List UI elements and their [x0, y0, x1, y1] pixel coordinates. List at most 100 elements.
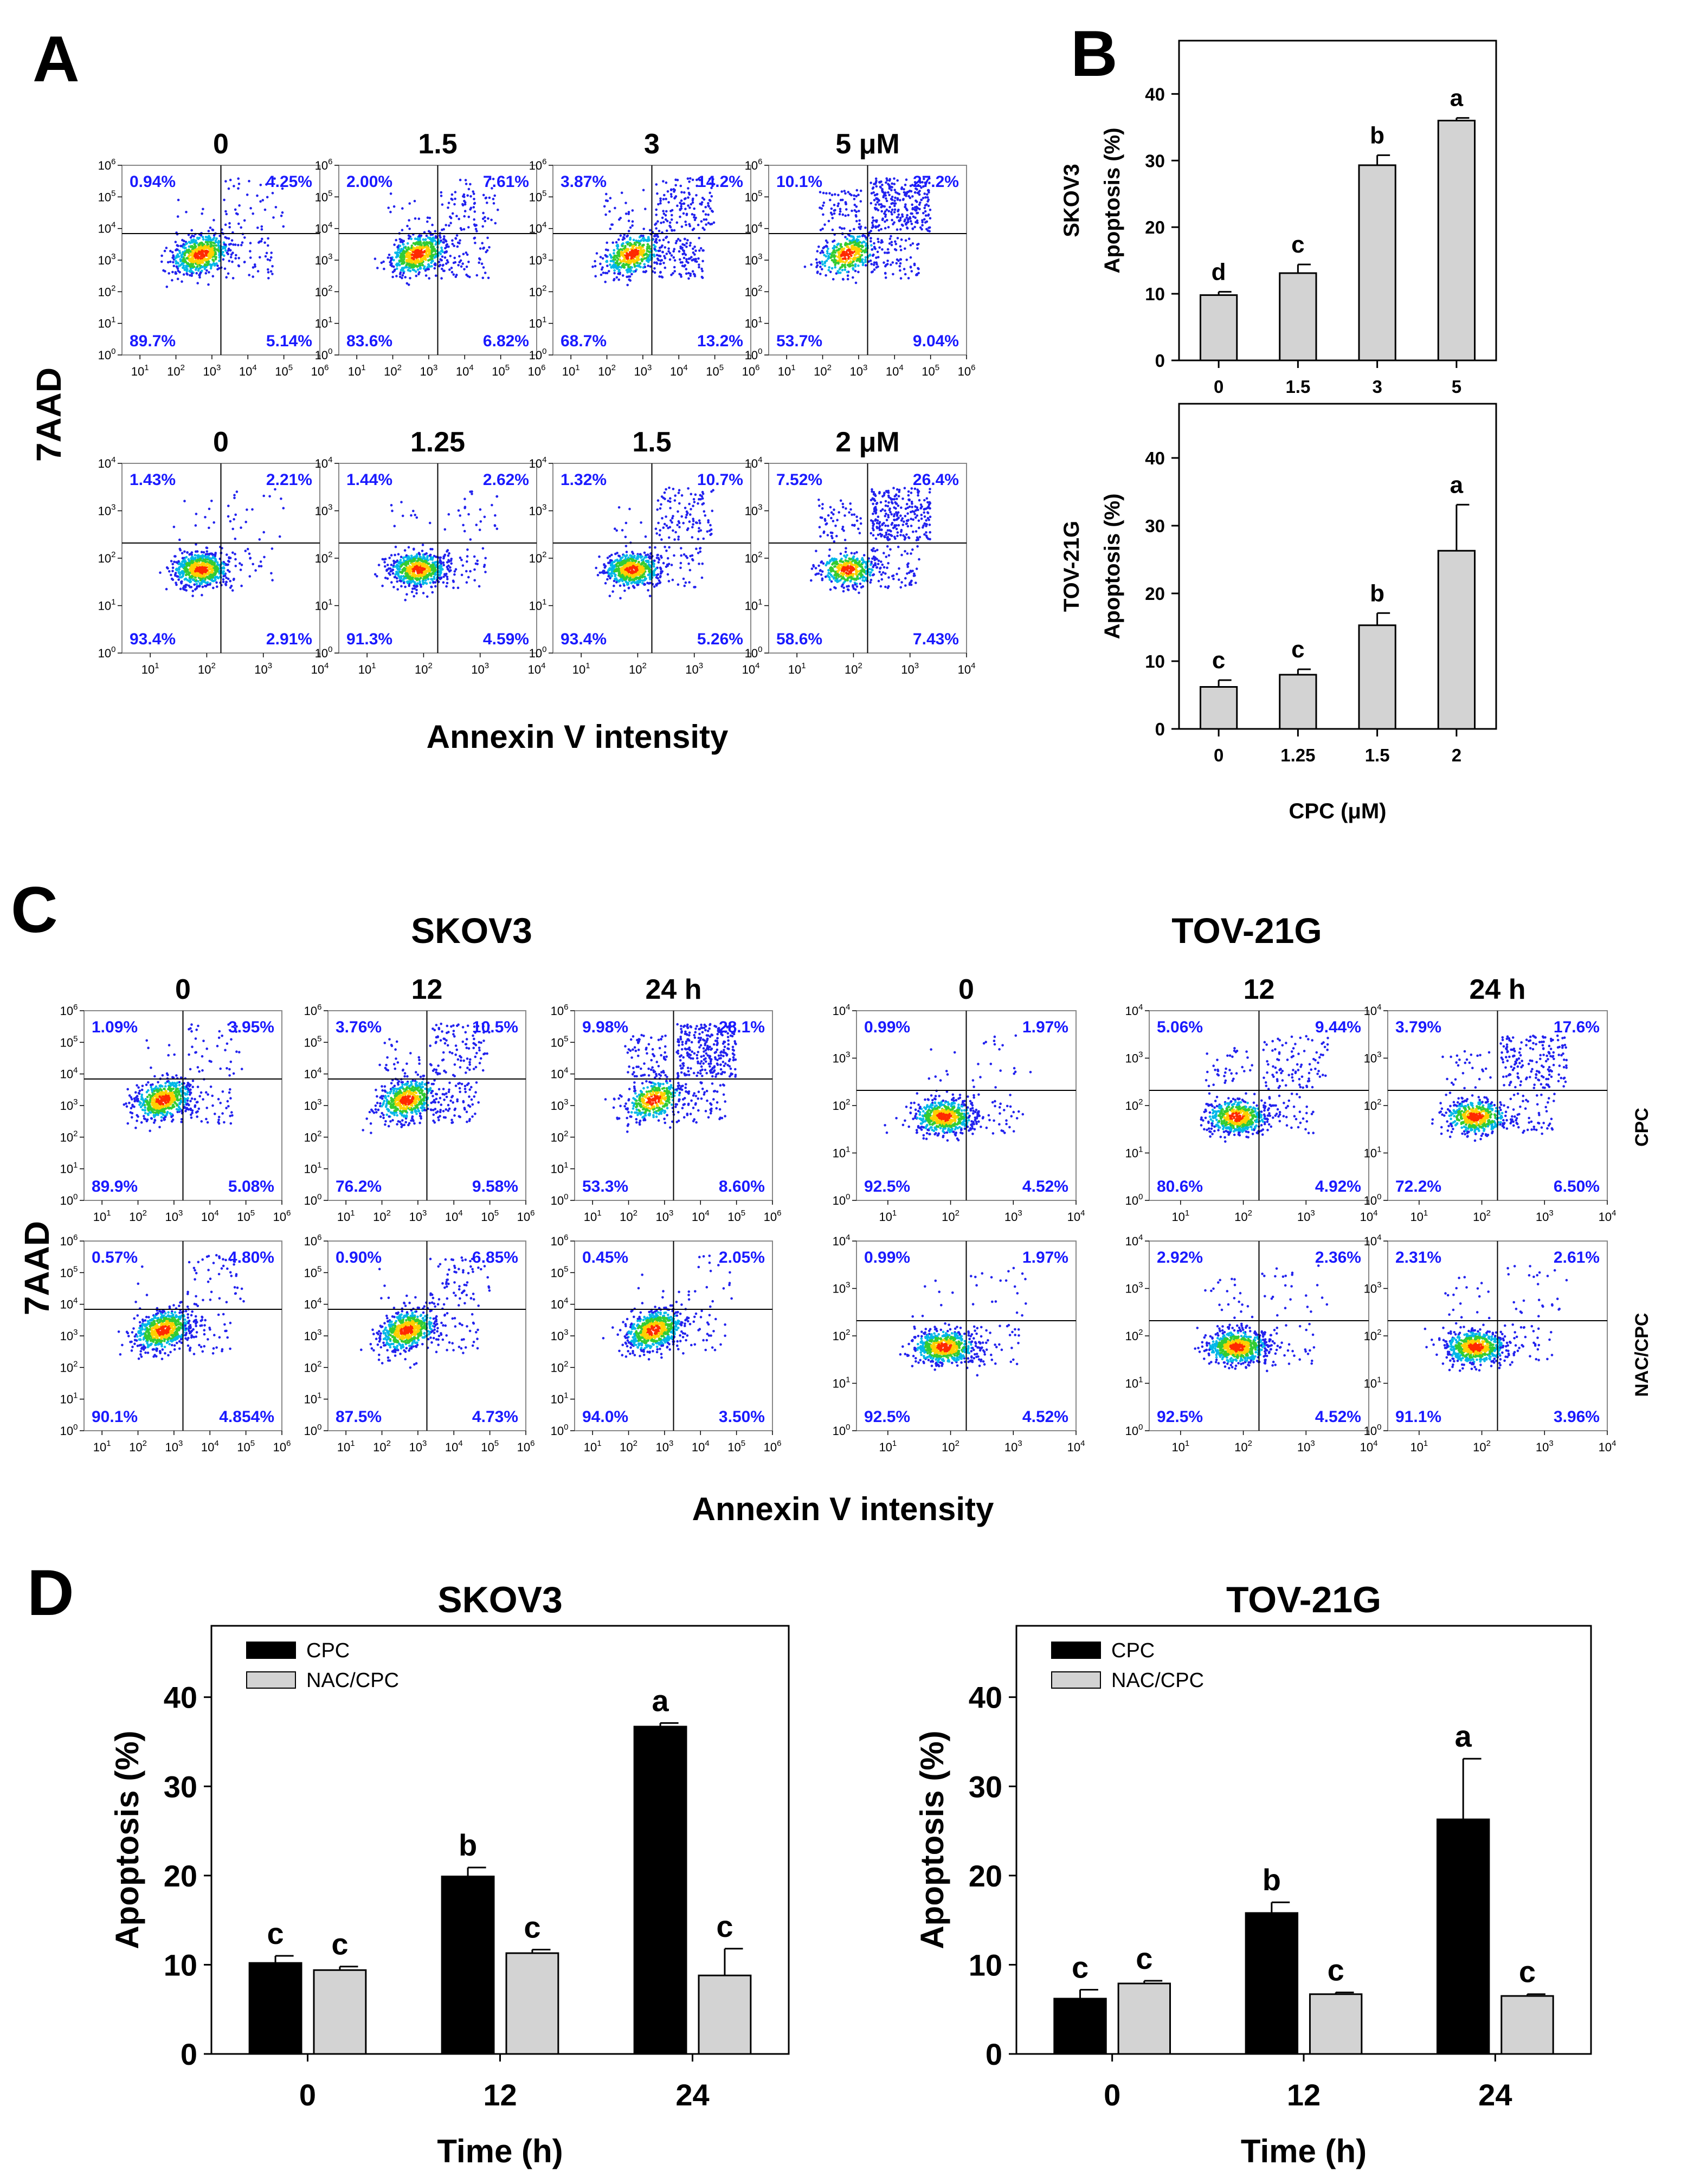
chart-title: TOV-21G — [1226, 1579, 1381, 1620]
chart-frame — [1178, 40, 1497, 361]
quadrant-ul-percent: 1.43% — [130, 471, 176, 489]
y-tick-label: 0 — [1155, 719, 1165, 739]
condition-label: 12 — [411, 974, 443, 1005]
x-tick-label: 106 — [517, 1209, 535, 1224]
x-tick-label: 3 — [1372, 377, 1382, 397]
significance-letter: c — [1072, 1950, 1089, 1985]
x-tick-label: 102 — [1473, 1209, 1491, 1224]
y-tick-label: 104 — [98, 221, 116, 236]
x-tick-label: 103 — [634, 363, 652, 378]
legend-label: NAC/CPC — [306, 1669, 399, 1692]
y-tick-label: 104 — [1125, 1003, 1143, 1018]
quadrant-ul-percent: 0.90% — [336, 1249, 382, 1267]
x-tick-label: 102 — [942, 1209, 959, 1224]
y-tick-label: 101 — [315, 598, 333, 613]
y-tick-label: 40 — [1145, 448, 1165, 468]
event-dots — [604, 1023, 737, 1133]
y-tick-label: 40 — [1145, 84, 1165, 104]
x-tick-label: 101 — [131, 363, 149, 378]
y-axis-label: Apoptosis (%) — [1100, 494, 1124, 639]
x-tick-label: 101 — [584, 1209, 602, 1224]
x-axis-label: CPC (μM) — [1289, 799, 1387, 823]
x-tick-label: 103 — [165, 1439, 183, 1454]
quadrant-ur-percent: 6.85% — [472, 1249, 518, 1267]
y-tick-label: 103 — [745, 503, 763, 518]
y-tick-label: 102 — [98, 283, 116, 299]
flow-plot: 5 μM 10.1% 27.2% 53.7% 9.04% 100 101 102 103 104 1… — [745, 128, 976, 378]
x-tick-label: 105 — [481, 1209, 499, 1224]
y-tick-label: 10 — [1145, 651, 1165, 671]
bar — [1117, 1982, 1171, 2055]
chart-title: SKOV3 — [437, 1579, 563, 1620]
panel-c-tov21g-title: TOV-21G — [1171, 910, 1322, 951]
x-tick-label: 103 — [203, 363, 221, 378]
quadrant-ll-percent: 92.5% — [1157, 1408, 1203, 1426]
x-tick-label: 104 — [1360, 1439, 1378, 1454]
y-tick-label: 20 — [164, 1859, 197, 1893]
y-tick-label: 103 — [833, 1281, 851, 1296]
event-dots — [117, 1253, 245, 1360]
significance-letter: c — [1291, 231, 1304, 258]
y-tick-label: 104 — [60, 1296, 78, 1311]
x-tick-label: 101 — [778, 363, 796, 378]
y-tick-label: 100 — [1364, 1423, 1382, 1438]
y-tick-label: 102 — [60, 1129, 78, 1144]
y-tick-label: 100 — [1125, 1192, 1143, 1207]
quadrant-ur-percent: 2.21% — [266, 471, 312, 489]
x-tick-label: 103 — [1297, 1209, 1315, 1224]
bar — [1309, 1993, 1363, 2055]
x-tick-label: 102 — [629, 661, 647, 676]
x-tick-label: 102 — [1234, 1439, 1252, 1454]
condition-label: 0 — [213, 128, 229, 160]
y-tick-label: 104 — [60, 1066, 78, 1081]
y-tick-label: 105 — [745, 189, 763, 204]
quadrant-ll-percent: 53.3% — [582, 1178, 628, 1196]
y-tick-label: 104 — [833, 1003, 851, 1018]
flow-plot: 1.52.00% 7.61%83.6% 6.82%10010110210310410… — [315, 128, 546, 378]
x-tick-label: 106 — [517, 1439, 535, 1454]
condition-label: 2 μM — [835, 427, 900, 458]
y-tick-label: 0 — [1155, 351, 1165, 371]
bar — [1358, 624, 1396, 730]
quadrant-lr-percent: 2.91% — [266, 630, 312, 648]
event-dots — [602, 1255, 733, 1361]
y-tick-label: 106 — [745, 157, 763, 172]
x-tick-label: 102 — [942, 1439, 959, 1454]
y-tick-label: 103 — [1125, 1050, 1143, 1065]
quadrant-lr-percent: 5.26% — [697, 630, 743, 648]
flow-plot: 0.57% 4.80% 90.1% 4.854% 100 101 102 103 104 105 1… — [60, 1233, 291, 1454]
event-dots — [899, 1267, 1027, 1377]
y-tick-label: 103 — [315, 252, 333, 267]
bar-chart: 0 10 20 30 40 Apoptosis (%) SKOV3 Time (h) 0 12 24… — [109, 1579, 790, 2169]
significance-letter: b — [1263, 1863, 1281, 1897]
x-tick-label: 102 — [373, 1439, 391, 1454]
x-tick-label: 103 — [420, 363, 437, 378]
y-tick-label: 100 — [529, 645, 547, 660]
condition-label: 1.5 — [418, 128, 457, 160]
y-tick-label: 102 — [529, 283, 547, 299]
y-tick-label: 105 — [60, 1034, 78, 1049]
y-tick-label: 104 — [745, 221, 763, 236]
x-tick-label: 101 — [348, 363, 366, 378]
condition-label: 0 — [958, 974, 974, 1005]
quadrant-ul-percent: 3.87% — [561, 173, 607, 191]
quadrant-ll-percent: 53.7% — [776, 332, 822, 350]
bar — [698, 1974, 752, 2055]
quadrant-lr-percent: 3.96% — [1554, 1408, 1600, 1426]
y-tick-label: 30 — [1145, 151, 1165, 171]
significance-letter: c — [331, 1927, 348, 1961]
x-tick-label: 1.5 — [1365, 745, 1390, 765]
x-tick-label: 102 — [415, 661, 433, 676]
y-tick-label: 103 — [833, 1050, 851, 1065]
y-tick-label: 102 — [60, 1359, 78, 1374]
condition-label: 3 — [644, 128, 660, 160]
panel-a-x-label: Annexin V intensity — [427, 719, 729, 755]
x-tick-label: 102 — [598, 363, 616, 378]
legend-label: CPC — [1111, 1639, 1155, 1662]
quadrant-lr-percent: 3.50% — [719, 1408, 765, 1426]
y-tick-label: 102 — [745, 550, 763, 565]
significance-letter: a — [1450, 85, 1464, 112]
legend-swatch — [1051, 1642, 1101, 1659]
x-tick-label: 103 — [254, 661, 272, 676]
x-tick-label: 104 — [201, 1439, 219, 1454]
